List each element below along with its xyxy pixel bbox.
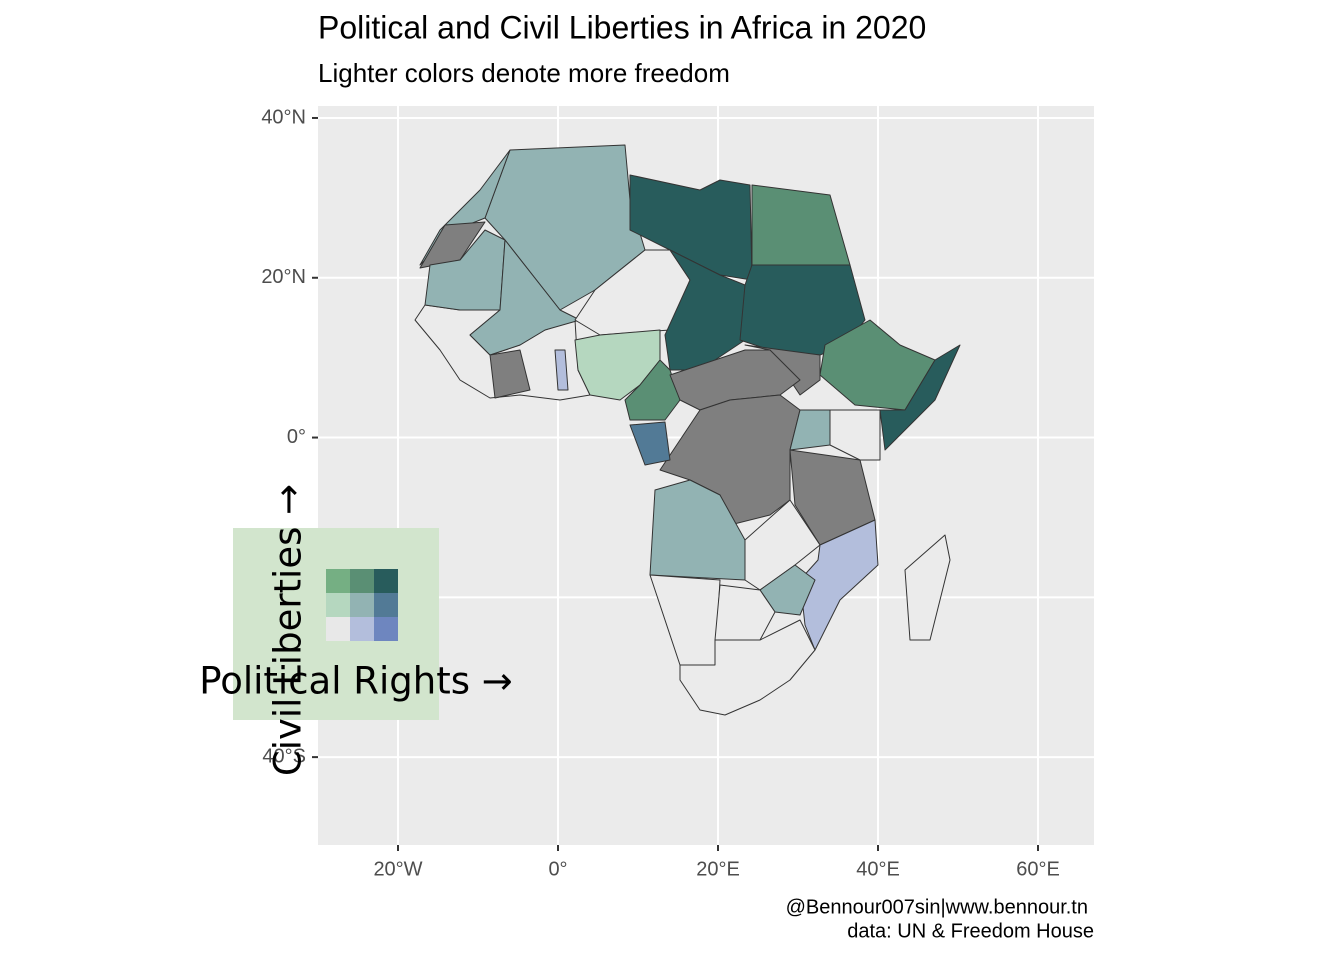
legend-swatch xyxy=(350,593,374,617)
caption-line: data: UN & Freedom House xyxy=(847,920,1094,942)
country xyxy=(469,239,581,356)
legend-swatch xyxy=(326,593,350,617)
country xyxy=(489,349,531,399)
country xyxy=(744,344,821,396)
legend-swatch xyxy=(350,569,374,593)
x-tick-label: 0° xyxy=(548,858,567,880)
y-tick-label: 40°N xyxy=(261,106,306,128)
country xyxy=(714,584,776,641)
legend-swatch xyxy=(374,617,398,641)
caption-line: @Bennour007sin|www.bennour.tn xyxy=(786,896,1088,918)
subtitle: Lighter colors denote more freedom xyxy=(318,58,730,88)
legend-swatch xyxy=(374,593,398,617)
country xyxy=(904,534,951,641)
y-tick-label: 20°N xyxy=(261,266,306,288)
countries xyxy=(414,144,961,716)
x-tick-label: 20°E xyxy=(696,858,740,880)
x-tick-label: 40°E xyxy=(856,858,900,880)
y-tick-label: 0° xyxy=(287,426,306,448)
legend-swatch xyxy=(326,617,350,641)
country xyxy=(789,409,831,451)
title: Political and Civil Liberties in Africa … xyxy=(318,9,926,45)
legend-x-label: Political Rights → xyxy=(199,660,513,703)
country xyxy=(629,421,671,466)
country xyxy=(879,344,961,451)
legend-y-label: Civil Liberties → xyxy=(267,484,310,776)
legend-swatch xyxy=(326,569,350,593)
country xyxy=(659,394,801,526)
country xyxy=(554,349,569,391)
country xyxy=(424,229,506,311)
legend-swatch xyxy=(350,617,374,641)
country xyxy=(679,619,816,716)
y-tick-label: 40°S xyxy=(262,745,306,767)
x-tick-label: 20°W xyxy=(373,858,422,880)
legend-swatch xyxy=(374,569,398,593)
x-tick-label: 60°E xyxy=(1016,858,1060,880)
